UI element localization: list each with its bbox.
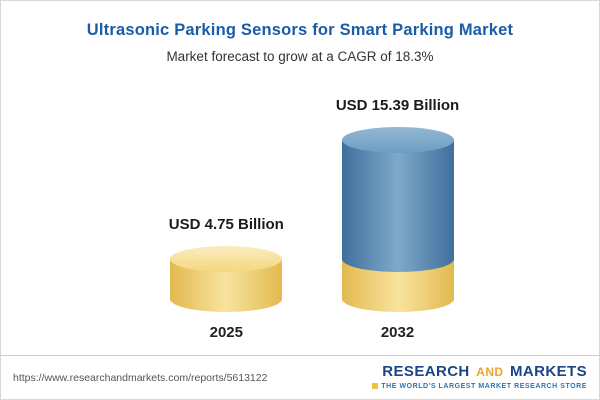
report-url[interactable]: https://www.researchandmarkets.com/repor… bbox=[13, 371, 268, 384]
value-label-2032: USD 15.39 Billion bbox=[335, 96, 460, 114]
cylinder-2032 bbox=[341, 126, 454, 312]
year-label-2032: 2032 bbox=[380, 324, 415, 341]
bar-chart: USD 4.75 Billion 2025 USD 15.39 Billion … bbox=[15, 97, 599, 341]
cylinder-2032-blue-segment bbox=[341, 139, 454, 272]
year-label-2025: 2025 bbox=[209, 324, 243, 341]
bar-group-2032: USD 15.39 Billion 2032 bbox=[336, 97, 459, 341]
cylinder-2025-top-ellipse bbox=[170, 245, 283, 272]
cylinder-2032-top-ellipse bbox=[341, 126, 454, 153]
cylinder-2025 bbox=[170, 245, 283, 312]
brand-gold-mark-icon bbox=[372, 383, 379, 390]
brand-word-and: AND bbox=[476, 365, 504, 380]
footer: https://www.researchandmarkets.com/repor… bbox=[1, 355, 599, 399]
chart-subtitle: Market forecast to grow at a CAGR of 18.… bbox=[166, 49, 434, 64]
brand-word-research: RESEARCH bbox=[382, 363, 470, 381]
brand-wordmark: RESEARCH AND MARKETS bbox=[372, 364, 587, 381]
value-label-2025: USD 4.75 Billion bbox=[168, 215, 284, 233]
brand-tagline: THE WORLD'S LARGEST MARKET RESEARCH STOR… bbox=[372, 383, 587, 391]
brand-tagline-text: THE WORLD'S LARGEST MARKET RESEARCH STOR… bbox=[381, 382, 587, 390]
brand-word-markets: MARKETS bbox=[510, 363, 587, 381]
bar-group-2025: USD 4.75 Billion 2025 bbox=[169, 216, 284, 341]
research-and-markets-logo[interactable]: RESEARCH AND MARKETS THE WORLD'S LARGEST… bbox=[372, 364, 587, 390]
chart-title: Ultrasonic Parking Sensors for Smart Par… bbox=[86, 21, 514, 39]
